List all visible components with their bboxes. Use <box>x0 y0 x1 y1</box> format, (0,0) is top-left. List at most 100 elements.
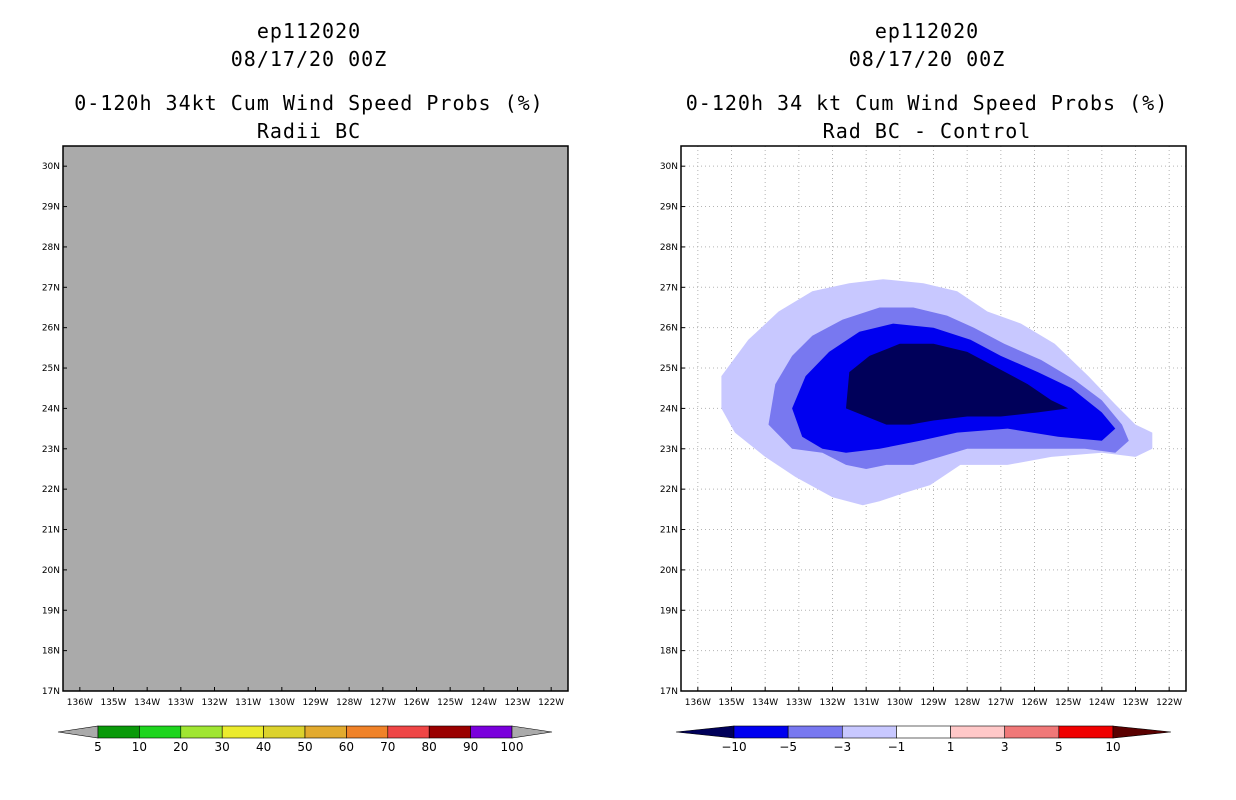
colorbar-swatch <box>1004 725 1060 739</box>
x-tick-label: 123W <box>1122 698 1148 708</box>
x-tick-label: 126W <box>403 698 429 708</box>
x-tick-label: 122W <box>538 698 564 708</box>
x-tick-label: 133W <box>786 698 812 708</box>
y-tick-label: 26N <box>660 324 678 334</box>
y-tick-label: 30N <box>660 162 678 172</box>
colorbar-label: 10 <box>1105 740 1120 754</box>
x-tick-label: 122W <box>1156 698 1182 708</box>
x-tick-label: 123W <box>504 698 530 708</box>
x-tick-label: 133W <box>168 698 194 708</box>
y-tick-label: 27N <box>42 283 60 293</box>
y-tick-label: 29N <box>660 203 678 213</box>
x-tick-label: 135W <box>718 698 744 708</box>
y-tick-label: 24N <box>42 404 60 414</box>
y-tick-label: 25N <box>42 364 60 374</box>
y-tick-label: 24N <box>660 404 678 414</box>
right-title: 0-120h 34 kt Cum Wind Speed Probs (%) <box>685 91 1169 115</box>
left-subtitle: Radii BC <box>256 119 362 143</box>
colorbar-swatch <box>950 725 1006 739</box>
plot-panel-1: 136W 135W 134W 133W 132W 131W 130W 129W 128W 127W… <box>42 145 569 708</box>
y-tick-label: 28N <box>42 243 60 253</box>
x-tick-label: 135W <box>100 698 126 708</box>
colorbar-high-arrow <box>511 725 553 739</box>
colorbar-swatch <box>97 725 140 739</box>
colorbar-swatch <box>733 725 789 739</box>
y-tick-label: 22N <box>42 485 60 495</box>
colorbar-swatch <box>139 725 182 739</box>
x-tick-label: 132W <box>201 698 227 708</box>
colorbar-swatch <box>470 725 513 739</box>
colorbar-low-arrow <box>57 725 99 739</box>
right-storm-id: ep112020 <box>874 19 980 43</box>
colorbar-swatch <box>896 725 951 739</box>
x-tick-label: 136W <box>67 698 93 708</box>
x-tick-label: 134W <box>752 698 778 708</box>
colorbar-label: 100 <box>501 740 524 754</box>
colorbar-high-arrow <box>1112 725 1172 739</box>
colorbar-label: −5 <box>779 740 797 754</box>
colorbar-2: −10 −5 −3 −1 1 3 5 10 <box>675 725 1172 754</box>
y-tick-label: 28N <box>660 243 678 253</box>
colorbar-1: 5 10 20 30 40 50 60 70 80 90 100 <box>57 725 553 754</box>
colorbar-label: −1 <box>888 740 906 754</box>
colorbar-label: 10 <box>132 740 147 754</box>
colorbar-swatch <box>787 725 843 739</box>
colorbar-label: 40 <box>256 740 271 754</box>
y-tick-label: 23N <box>42 445 60 455</box>
y-tick-label: 20N <box>42 566 60 576</box>
x-tick-label: 125W <box>1055 698 1081 708</box>
x-tick-label: 127W <box>988 698 1014 708</box>
left-title: 0-120h 34kt Cum Wind Speed Probs (%) <box>74 91 544 115</box>
colorbar-label: 90 <box>463 740 478 754</box>
x-tick-label: 128W <box>954 698 980 708</box>
y-tick-label: 30N <box>42 162 60 172</box>
x-tick-label: 125W <box>437 698 463 708</box>
colorbar-label: 80 <box>422 740 437 754</box>
y-tick-label: 19N <box>660 606 678 616</box>
x-tick-label: 124W <box>1089 698 1115 708</box>
plot-panel-2: 136W 135W 134W 133W 132W 131W 130W 129W 128W 127W… <box>660 145 1187 708</box>
colorbar-swatch <box>428 725 471 739</box>
colorbar-swatch <box>180 725 223 739</box>
colorbar-label: 3 <box>1001 740 1009 754</box>
x-tick-label: 126W <box>1021 698 1047 708</box>
y-tick-label: 18N <box>660 647 678 657</box>
colorbar-low-arrow <box>675 725 735 739</box>
left-date: 08/17/20 00Z <box>230 47 388 71</box>
x-tick-label: 134W <box>134 698 160 708</box>
colorbar-swatch <box>841 725 897 739</box>
x-tick-label: 131W <box>853 698 879 708</box>
y-tick-label: 22N <box>660 485 678 495</box>
y-tick-label: 25N <box>660 364 678 374</box>
left-storm-id: ep112020 <box>256 19 362 43</box>
x-tick-label: 132W <box>819 698 845 708</box>
y-tick-label: 21N <box>660 526 678 536</box>
colorbar-swatch <box>346 725 389 739</box>
colorbar-label: 5 <box>1055 740 1063 754</box>
y-tick-label: 17N <box>660 687 678 697</box>
y-tick-label: 21N <box>42 526 60 536</box>
colorbar-label: 20 <box>173 740 188 754</box>
colorbar-label: 1 <box>947 740 955 754</box>
y-tick-label: 20N <box>660 566 678 576</box>
colorbar-swatch <box>1058 725 1114 739</box>
colorbar-label: 50 <box>297 740 312 754</box>
x-tick-label: 124W <box>471 698 497 708</box>
colorbar-swatch <box>263 725 306 739</box>
x-tick-label: 129W <box>302 698 328 708</box>
x-tick-label: 131W <box>235 698 261 708</box>
y-tick-label: 27N <box>660 283 678 293</box>
colorbar-label: 70 <box>380 740 395 754</box>
y-tick-label: 17N <box>42 687 60 697</box>
right-subtitle: Rad BC - Control <box>822 119 1032 143</box>
colorbar-swatch <box>387 725 430 739</box>
x-tick-label: 130W <box>269 698 295 708</box>
x-tick-label: 129W <box>920 698 946 708</box>
x-tick-label: 136W <box>685 698 711 708</box>
plot-background <box>63 146 568 691</box>
x-tick-label: 128W <box>336 698 362 708</box>
colorbar-label: 60 <box>339 740 354 754</box>
y-tick-label: 29N <box>42 203 60 213</box>
y-tick-label: 23N <box>660 445 678 455</box>
